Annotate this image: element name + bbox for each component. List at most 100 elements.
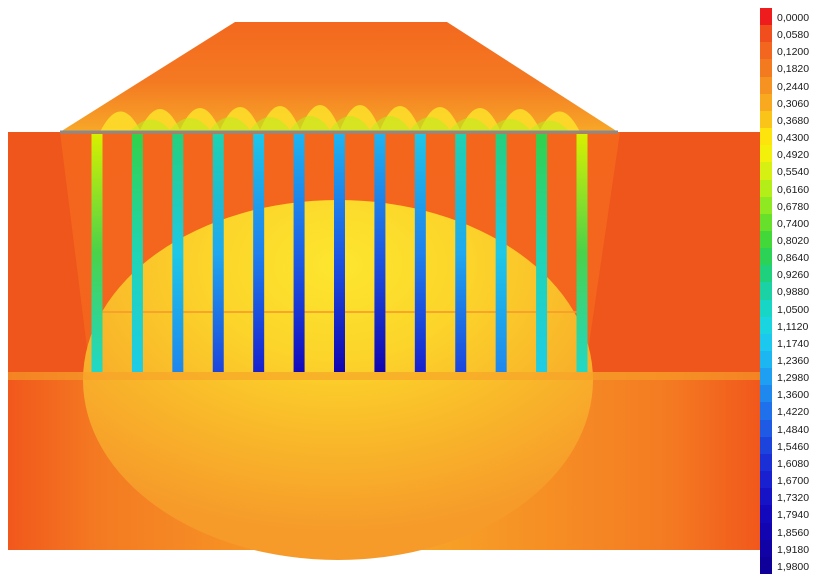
legend-swatch — [760, 230, 772, 249]
legend-label: 0,8020 — [777, 234, 810, 247]
legend-label: 1,2980 — [777, 372, 810, 385]
legend-label: 0,7400 — [777, 217, 810, 230]
column — [131, 134, 143, 372]
column-group — [91, 134, 588, 372]
legend-label: 1,6700 — [777, 475, 810, 488]
legend-swatch — [760, 282, 772, 300]
legend-label: 1,7940 — [777, 509, 810, 522]
legend-swatch — [760, 265, 772, 283]
legend-swatch — [760, 505, 772, 523]
column — [495, 134, 507, 372]
legend-label: 0,0580 — [777, 29, 810, 42]
contour-plot — [8, 22, 760, 560]
legend-swatch — [760, 110, 772, 129]
legend-entry: 0,5540 — [760, 162, 820, 180]
column — [253, 134, 265, 372]
column — [576, 134, 588, 372]
legend-swatch — [760, 8, 772, 26]
legend-swatch — [760, 59, 772, 77]
legend-swatch — [760, 368, 772, 386]
legend-label: 0,3680 — [777, 114, 810, 127]
legend-label: 1,8560 — [777, 526, 810, 539]
legend-entry: 0,1820 — [760, 59, 820, 77]
legend-label: 0,3060 — [777, 97, 810, 110]
column — [536, 134, 548, 372]
legend-swatch — [760, 316, 772, 334]
embankment — [60, 22, 618, 132]
legend-swatch — [760, 93, 772, 111]
legend-entry: 1,8560 — [760, 522, 820, 540]
legend-swatch — [760, 471, 772, 489]
legend-label: 1,7320 — [777, 492, 810, 505]
legend-swatch — [760, 25, 772, 43]
legend-label: 1,3600 — [777, 389, 810, 402]
legend-label: 0,2440 — [777, 80, 810, 93]
legend-entry: 0,9880 — [760, 282, 820, 300]
column — [293, 134, 305, 372]
legend-label: 1,4220 — [777, 406, 810, 419]
legend-swatch — [760, 419, 772, 437]
legend-swatch — [760, 436, 772, 454]
legend-entry: 0,7400 — [760, 213, 820, 231]
legend-label: 0,1200 — [777, 46, 810, 59]
legend-label: 0,1820 — [777, 63, 810, 76]
legend-entry: 1,6700 — [760, 471, 820, 489]
legend-entry: 1,7940 — [760, 505, 820, 523]
legend-entry: 1,4220 — [760, 402, 820, 420]
legend-entry: 0,0580 — [760, 25, 820, 43]
legend-entry: 1,5460 — [760, 436, 820, 454]
column — [455, 134, 467, 372]
legend-swatch — [760, 76, 772, 94]
color-legend: 0,0000 0,0580 0,1200 0,1820 0,2440 0,3060 0,36… — [760, 8, 820, 574]
legend-entry: 0,6160 — [760, 179, 820, 197]
legend-swatch — [760, 128, 772, 146]
legend-entry: 1,1120 — [760, 316, 820, 334]
legend-label: 0,0000 — [777, 12, 810, 24]
legend-label: 1,1740 — [777, 337, 810, 350]
legend-entry: 1,2360 — [760, 351, 820, 369]
column — [91, 134, 103, 372]
legend-entry: 0,4920 — [760, 145, 820, 163]
legend-entry: 1,3600 — [760, 385, 820, 403]
legend-label: 1,0500 — [777, 303, 810, 316]
legend-label: 1,4840 — [777, 423, 810, 436]
legend-swatch — [760, 385, 772, 403]
legend-label: 0,9880 — [777, 286, 810, 299]
legend-entry: 0,8020 — [760, 230, 820, 249]
legend-swatch — [760, 488, 772, 506]
legend-label: 0,4920 — [777, 149, 810, 162]
legend-entry: 1,1740 — [760, 333, 820, 352]
legend-swatch — [760, 42, 772, 60]
legend-swatch — [760, 196, 772, 214]
legend-label: 0,9260 — [777, 269, 810, 282]
legend-label: 1,2360 — [777, 355, 810, 368]
legend-entry: 0,0000 — [760, 8, 820, 26]
legend-entry: 0,6780 — [760, 196, 820, 214]
legend-entry: 0,9260 — [760, 265, 820, 283]
column — [374, 134, 386, 372]
column — [334, 134, 345, 372]
legend-entry: 0,3680 — [760, 110, 820, 129]
legend-swatch — [760, 162, 772, 180]
legend-entry: 1,0500 — [760, 299, 820, 317]
legend-swatch — [760, 402, 772, 420]
legend-label: 0,6780 — [777, 200, 810, 213]
legend-swatch — [760, 179, 772, 197]
legend-swatch — [760, 248, 772, 266]
legend-entry: 0,8640 — [760, 248, 820, 266]
legend-label: 1,9180 — [777, 543, 810, 556]
legend-label: 0,6160 — [777, 183, 810, 196]
column — [414, 134, 426, 372]
legend-entry: 0,2440 — [760, 76, 820, 94]
legend-entry: 1,6080 — [760, 453, 820, 472]
legend-entry: 1,2980 — [760, 368, 820, 386]
legend-entry: 0,3060 — [760, 93, 820, 111]
legend-entry: 1,9800 — [760, 556, 820, 574]
legend-swatch — [760, 556, 772, 574]
legend-label: 0,5540 — [777, 166, 810, 179]
legend-label: 1,6080 — [777, 457, 810, 470]
legend-label: 0,4300 — [777, 132, 810, 145]
legend-swatch — [760, 453, 772, 472]
legend-entry: 0,1200 — [760, 42, 820, 60]
legend-label: 0,8640 — [777, 252, 810, 265]
